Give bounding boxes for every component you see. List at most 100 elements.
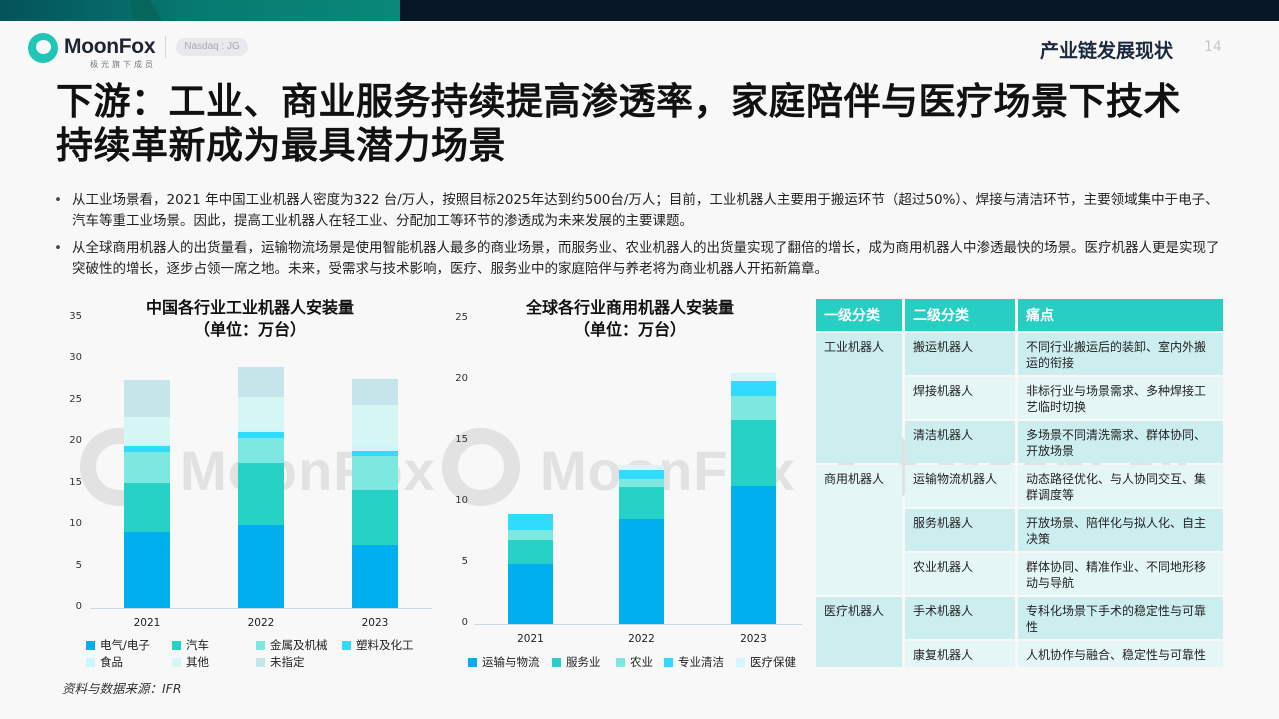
bar-segment (619, 519, 664, 624)
y-axis-tick: 5 (461, 556, 468, 567)
bullet-text: 从全球商用机器人的出货量看，运输物流场景是使用智能机器人最多的商业场景，而服务业… (72, 240, 1220, 277)
legend-swatch-icon (342, 640, 351, 650)
table-row: 工业机器人 搬运机器人 不同行业搬运后的装卸、室内外搬运的衔接 (816, 333, 1223, 463)
table-row: 清洁机器人 多场景不同清洗需求、群体协同、开放场景 (816, 421, 1223, 463)
legend-swatch-icon (172, 657, 181, 667)
y-axis-tick: 15 (69, 476, 82, 488)
bar-segment (352, 405, 398, 447)
legend-label: 服务业 (566, 655, 601, 669)
stacked-bar-2021 (508, 514, 553, 624)
brand-name: MoonFox (64, 35, 156, 58)
bar-segment (352, 545, 398, 608)
chart-title-line2: （单位：万台） (193, 320, 306, 339)
legend-label: 金属及机械 (270, 638, 328, 652)
bar-segment (352, 378, 398, 406)
y-axis-tick: 25 (455, 312, 468, 323)
y-axis-tick: 10 (455, 495, 468, 506)
bullet-list: • 从工业场景看，2021 年中国工业机器人密度为322 台/万人，按照目标20… (52, 190, 1232, 286)
cell-pain-point: 非标行业与场景需求、多种焊接工艺临时切换 (1018, 377, 1223, 419)
stacked-bar-2021 (124, 380, 170, 608)
bar-segment (731, 381, 776, 396)
stacked-bar-2022 (619, 465, 664, 624)
legend-item: 专业清洁 (664, 654, 724, 670)
chart-title: 全球各行业商用机器人安装量 （单位：万台） (490, 297, 770, 341)
top-banner (0, 0, 1279, 21)
bar-segment (124, 416, 170, 444)
legend-swatch-icon (468, 657, 477, 667)
chart-title: 中国各行业工业机器人安装量 （单位：万台） (110, 297, 390, 341)
cell-pain-point: 多场景不同清洗需求、群体协同、开放场景 (1018, 421, 1223, 463)
table-row: 服务机器人 开放场景、陪伴化与拟人化、自主决策 (816, 509, 1223, 551)
bar-segment (731, 486, 776, 624)
brand-subtitle: 极光旗下成员 (90, 60, 156, 69)
bar-segment (238, 431, 284, 439)
legend-item: 汽车 (172, 637, 209, 653)
bar-segment (238, 525, 284, 608)
legend-item: 服务业 (552, 654, 601, 670)
legend-label: 医疗保健 (750, 655, 796, 669)
bar-segment (619, 465, 664, 471)
legend-label: 电气/电子 (100, 638, 150, 652)
legend-label: 其他 (186, 655, 209, 669)
legend-swatch-icon (172, 640, 181, 650)
bar-segment (238, 438, 284, 463)
chart-title-line1: 全球各行业商用机器人安装量 (525, 298, 734, 317)
stacked-bar-2022 (238, 366, 284, 608)
x-axis-line (90, 608, 432, 609)
bar-segment (124, 443, 170, 446)
cell-pain-point: 群体协同、精准作业、不同地形移动与导航 (1018, 553, 1223, 595)
bar-segment (238, 366, 284, 397)
bar-segment (731, 395, 776, 421)
bar-segment (619, 470, 664, 479)
legend-label: 专业清洁 (678, 655, 724, 669)
page-title: 下游：工业、商业服务持续提高渗透率，家庭陪伴与医疗场景下技术持续革新成为最具潜力… (56, 80, 1181, 167)
bar-segment (238, 396, 284, 430)
x-axis-tick: 2021 (133, 617, 161, 629)
legend-item: 农业 (616, 654, 653, 670)
table-row: 医疗机器人 手术机器人 专科化场景下手术的稳定性与可靠性 (816, 597, 1223, 667)
logo-divider (165, 36, 167, 58)
bullet-dot-icon: • (54, 192, 62, 208)
cell-level1: 医疗机器人 (816, 597, 902, 667)
y-axis-tick: 5 (75, 559, 82, 571)
stacked-bar-2023 (352, 378, 398, 608)
legend-item: 未指定 (256, 654, 305, 670)
bar-segment (238, 463, 284, 526)
section-title: 产业链发展现状 (1040, 40, 1174, 62)
bar-segment (238, 429, 284, 432)
brand-logo: MoonFox 极光旗下成员 Nasdaq : JG (28, 32, 248, 72)
bar-segment (352, 446, 398, 451)
cell-level2: 焊接机器人 (905, 377, 1015, 419)
legend-swatch-icon (552, 657, 561, 667)
bar-segment (124, 482, 170, 532)
page-number: 14 (1204, 39, 1222, 55)
bullet-item: • 从全球商用机器人的出货量看，运输物流场景是使用智能机器人最多的商业场景，而服… (52, 238, 1232, 280)
bar-segment (352, 455, 398, 491)
cell-pain-point: 人机协作与融合、稳定性与可靠性 (1018, 641, 1223, 667)
legend-item: 金属及机械 (256, 637, 328, 653)
table-row: 农业机器人 群体协同、精准作业、不同地形移动与导航 (816, 553, 1223, 595)
y-axis-tick: 20 (69, 435, 82, 447)
legend-item: 其他 (172, 654, 209, 670)
bar-segment (124, 445, 170, 453)
bar-segment (508, 530, 553, 540)
stacked-bar-2023 (731, 372, 776, 624)
x-axis-tick: 2022 (247, 617, 275, 629)
legend-item: 运输与物流 (468, 654, 540, 670)
x-axis-tick: 2021 (517, 633, 544, 645)
bullet-dot-icon: • (54, 240, 62, 256)
banner-gradient (0, 0, 400, 21)
legend-item: 医疗保健 (736, 654, 796, 670)
cell-level2: 运输物流机器人 (905, 465, 1015, 507)
legend-swatch-icon (616, 657, 625, 667)
table-row: 商用机器人 运输物流机器人 动态路径优化、与人协同交互、集群调度等 (816, 465, 1223, 595)
y-axis-tick: 30 (69, 352, 82, 364)
data-source: 资料与数据来源：IFR (62, 681, 182, 696)
cell-level2: 搬运机器人 (905, 333, 1015, 375)
cell-level2: 康复机器人 (905, 641, 1015, 667)
cell-level2: 清洁机器人 (905, 421, 1015, 463)
y-axis-tick: 20 (455, 373, 468, 384)
y-axis-tick: 10 (69, 518, 82, 530)
bar-segment (508, 564, 553, 624)
bullet-text: 从工业场景看，2021 年中国工业机器人密度为322 台/万人，按照目标2025… (72, 192, 1219, 229)
